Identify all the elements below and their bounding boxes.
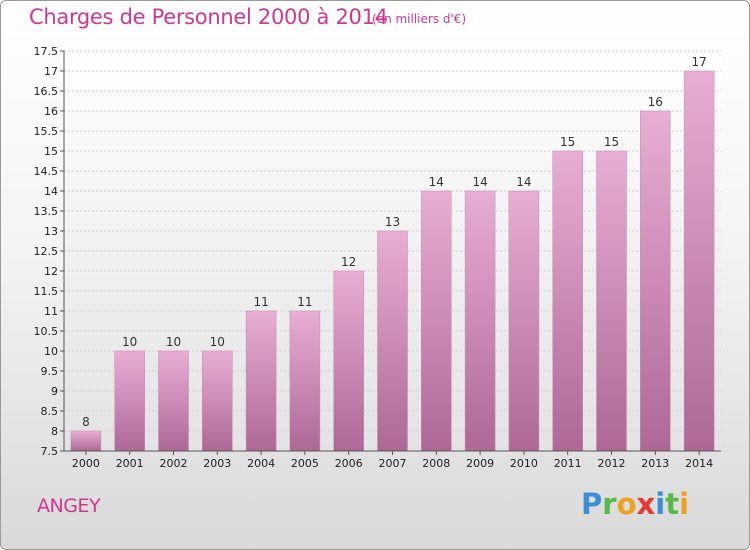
bar-2004 — [245, 310, 277, 452]
bar-2007 — [377, 230, 408, 452]
y-tick-label: 12 — [44, 265, 58, 278]
y-tick-label: 15 — [44, 145, 58, 158]
bar-2013 — [640, 110, 671, 452]
x-tick-label: 2012 — [598, 457, 626, 470]
x-tick-label: 2013 — [641, 457, 669, 470]
y-tick-label: 7.5 — [41, 445, 59, 458]
data-label: 11 — [297, 295, 312, 309]
data-label: 17 — [691, 55, 706, 69]
x-tick-label: 2002 — [160, 457, 188, 470]
y-tick-label: 10.5 — [34, 325, 59, 338]
x-tick-label: 2003 — [203, 457, 231, 470]
y-tick-label: 9 — [51, 385, 58, 398]
x-tick-label: 2006 — [335, 457, 363, 470]
x-tick-label: 2008 — [422, 457, 450, 470]
y-tick-label: 15.5 — [34, 125, 59, 138]
x-tick-label: 2011 — [554, 457, 582, 470]
bar-2001 — [114, 350, 145, 452]
bar-2006 — [333, 270, 364, 452]
data-label: 13 — [385, 215, 400, 229]
commune-name: ANGEY — [37, 495, 101, 517]
y-tick-label: 10 — [44, 345, 58, 358]
data-label: 11 — [253, 295, 268, 309]
y-tick-label: 11 — [44, 305, 58, 318]
bar-2010 — [508, 190, 540, 452]
y-tick-label: 12.5 — [34, 245, 59, 258]
data-label: 14 — [472, 175, 487, 189]
data-label: 10 — [210, 335, 225, 349]
y-tick-label: 17.5 — [34, 45, 59, 58]
bar-2014 — [683, 70, 715, 452]
bar-2002 — [158, 350, 189, 452]
data-label: 15 — [560, 135, 575, 149]
y-tick-label: 14 — [44, 185, 58, 198]
x-tick-label: 2001 — [116, 457, 144, 470]
data-label: 15 — [604, 135, 619, 149]
y-tick-label: 13 — [44, 225, 58, 238]
data-label: 14 — [429, 175, 444, 189]
data-label: 16 — [648, 95, 663, 109]
x-tick-label: 2007 — [379, 457, 407, 470]
x-tick-label: 2010 — [510, 457, 538, 470]
x-tick-label: 2000 — [72, 457, 100, 470]
y-tick-label: 17 — [44, 65, 58, 78]
y-tick-label: 13.5 — [34, 205, 59, 218]
bar-2003 — [202, 350, 233, 452]
chart-title: Charges de Personnel 2000 à 2014 — [29, 5, 388, 29]
x-tick-label: 2004 — [247, 457, 275, 470]
y-tick-label: 16 — [44, 105, 58, 118]
bar-2005 — [289, 310, 321, 452]
bar-2011 — [552, 150, 583, 452]
data-label: 12 — [341, 255, 356, 269]
y-tick-label: 8 — [51, 425, 58, 438]
y-tick-label: 16.5 — [34, 85, 59, 98]
x-tick-label: 2014 — [685, 457, 713, 470]
data-label: 14 — [516, 175, 531, 189]
bar-2008 — [421, 190, 452, 452]
proxiti-logo: Proxiti — [581, 487, 690, 521]
y-tick-label: 8.5 — [41, 405, 59, 418]
bar-2000 — [70, 430, 102, 452]
y-tick-label: 11.5 — [34, 285, 59, 298]
data-label: 10 — [122, 335, 137, 349]
data-label: 8 — [82, 415, 90, 429]
y-tick-label: 14.5 — [34, 165, 59, 178]
y-tick-label: 9.5 — [41, 365, 59, 378]
data-label: 10 — [166, 335, 181, 349]
bar-2012 — [596, 150, 627, 452]
x-tick-label: 2009 — [466, 457, 494, 470]
chart-subtitle: (en milliers d'€) — [372, 12, 467, 26]
bar-2009 — [464, 190, 496, 452]
x-tick-label: 2005 — [291, 457, 319, 470]
